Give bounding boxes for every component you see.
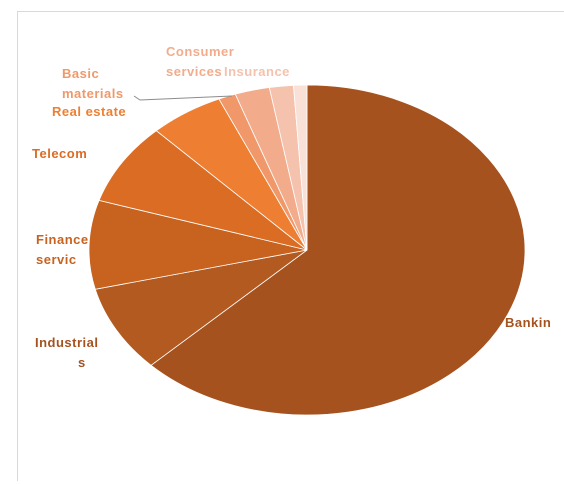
pie-slice-8 xyxy=(293,84,308,251)
pie-slice-1 xyxy=(94,249,308,366)
slice-label-1: Industrial s xyxy=(35,335,99,370)
pie-slice-0 xyxy=(150,84,526,416)
leader-line-basic-materials xyxy=(133,95,233,101)
slice-label-2: Finance servic xyxy=(36,232,89,267)
slice-label-5: Basic materials xyxy=(62,66,124,101)
slice-label-6: Consumer services xyxy=(166,44,234,79)
slice-label-4: Real estate xyxy=(52,104,126,119)
slice-label-0: Bankin xyxy=(505,315,551,330)
pie-slice-2 xyxy=(88,199,308,290)
pie-slice-3 xyxy=(98,130,308,251)
slice-label-3: Telecom xyxy=(32,146,87,161)
slice-label-7: Insurance xyxy=(224,64,290,79)
